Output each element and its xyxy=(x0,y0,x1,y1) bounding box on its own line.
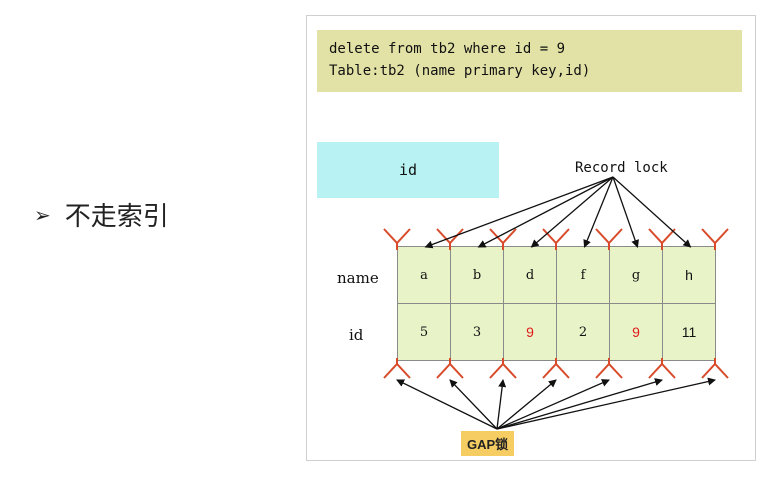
gap-marker-bottom xyxy=(595,358,623,379)
gap-markers-top xyxy=(383,228,729,250)
gap-lock-arrow xyxy=(449,379,498,430)
id-cell: 11 xyxy=(662,303,716,361)
gap-lock-arrow xyxy=(496,378,663,430)
row-label-name: name xyxy=(337,269,379,287)
bullet-text: 不走索引 xyxy=(64,201,169,231)
gap-marker-top xyxy=(701,228,729,250)
record-lock-arrow xyxy=(530,176,614,248)
record-lock-arrow xyxy=(612,176,692,248)
record-lock-arrow xyxy=(583,176,614,248)
bullet-arrow-icon: ➢ xyxy=(34,202,51,227)
name-cell: b xyxy=(450,246,504,304)
gap-marker-top xyxy=(489,228,517,250)
id-cell: 5 xyxy=(397,303,451,361)
name-cell: h xyxy=(662,246,716,304)
gap-marker-top xyxy=(383,228,411,250)
sql-line: Table:tb2 (name primary key,id) xyxy=(329,63,591,79)
gap-lock-arrow xyxy=(396,379,498,430)
bullet-item: ➢ 不走索引 xyxy=(34,196,169,233)
name-cell: g xyxy=(609,246,663,304)
row-label-id: id xyxy=(349,326,364,344)
id-column-box: id xyxy=(317,142,499,198)
record-table: a b d f g h 5 3 9 2 9 11 xyxy=(397,246,716,361)
gap-marker-bottom xyxy=(648,358,676,379)
name-cell: d xyxy=(503,246,557,304)
gap-marker-bottom xyxy=(489,358,517,379)
id-row: 5 3 9 2 9 11 xyxy=(397,303,716,361)
gap-marker-top xyxy=(436,228,464,250)
gap-marker-bottom xyxy=(701,358,729,379)
id-cell-highlighted: 9 xyxy=(503,303,557,361)
id-box-label: id xyxy=(398,161,418,179)
diagram-arrows xyxy=(383,176,729,430)
gap-marker-bottom xyxy=(542,358,570,379)
record-lock-arrow xyxy=(477,176,614,248)
record-lock-arrow xyxy=(424,176,614,249)
gap-lock-arrow xyxy=(496,379,610,430)
sql-line: delete from tb2 where id = 9 xyxy=(329,41,566,57)
gap-marker-top xyxy=(595,228,623,250)
gap-lock-label: GAP锁 xyxy=(461,431,515,456)
gap-markers-bottom xyxy=(383,358,729,379)
id-cell-highlighted: 9 xyxy=(609,303,663,361)
gap-lock-arrow xyxy=(496,377,716,430)
gap-marker-top xyxy=(542,228,570,250)
gap-lock-arrows xyxy=(396,377,716,430)
gap-marker-bottom xyxy=(383,358,411,379)
gap-marker-top xyxy=(648,228,676,250)
gap-marker-bottom xyxy=(436,358,464,379)
id-cell: 2 xyxy=(556,303,610,361)
record-lock-arrow xyxy=(612,176,639,248)
gap-lock-arrow xyxy=(496,379,507,430)
record-lock-label: Record lock xyxy=(575,160,668,176)
name-row: a b d f g h xyxy=(397,246,716,304)
name-cell: f xyxy=(556,246,610,304)
name-cell: a xyxy=(397,246,451,304)
lock-diagram: delete from tb2 where id = 9 Table:tb2 (… xyxy=(306,15,756,461)
gap-lock-arrow xyxy=(496,379,557,430)
record-lock-arrows xyxy=(424,176,692,249)
sql-statement-box: delete from tb2 where id = 9 Table:tb2 (… xyxy=(317,30,742,92)
id-cell: 3 xyxy=(450,303,504,361)
